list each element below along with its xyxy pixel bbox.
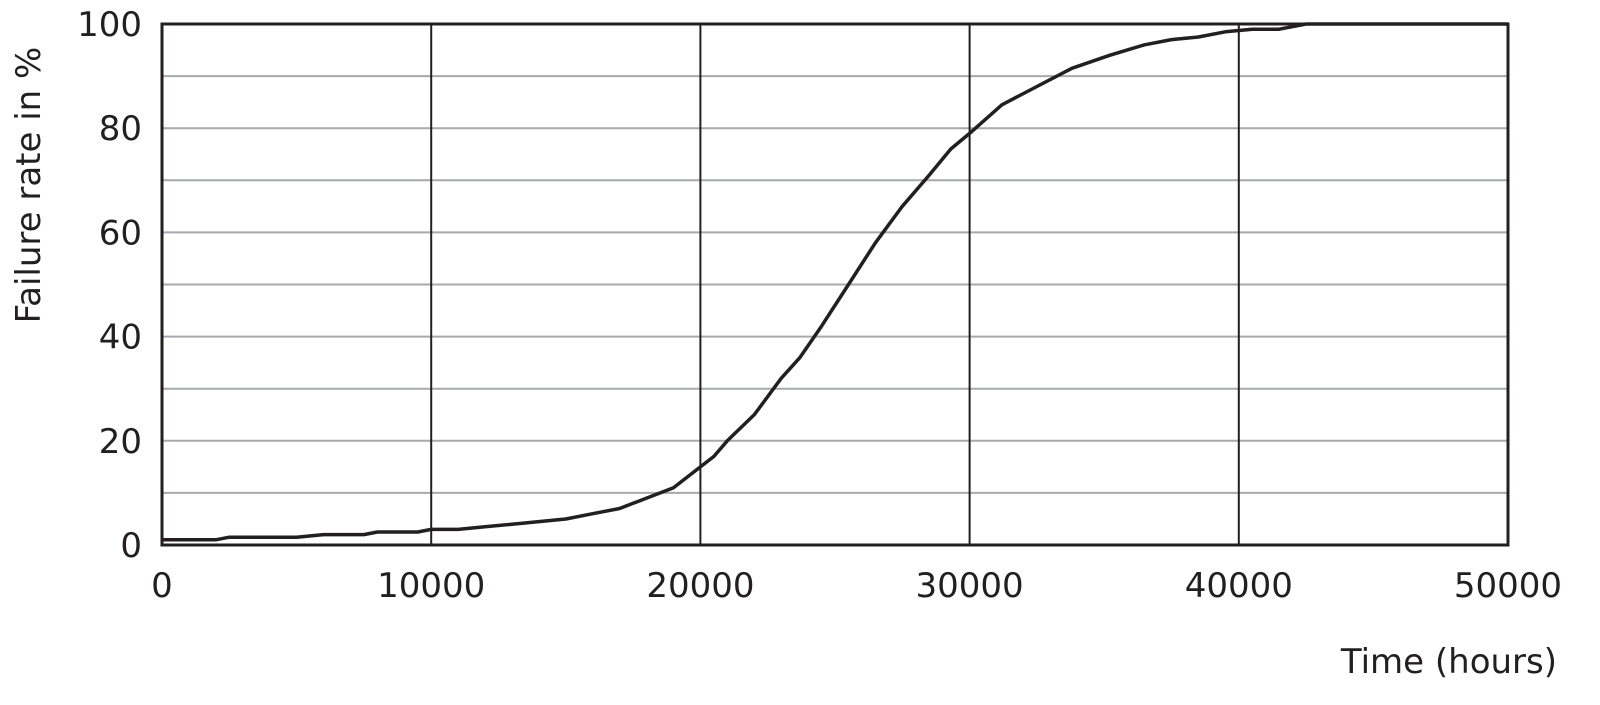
x-tick-labels: 0 10000 20000 30000 40000 50000 [151, 566, 1562, 606]
y-tick-labels: 0 20 40 60 80 100 [77, 5, 142, 566]
grid [161, 23, 1509, 546]
x-axis-label: Time (hours) [1340, 642, 1557, 682]
y-tick-label: 80 [99, 109, 142, 149]
x-tick-label: 30000 [916, 566, 1024, 606]
y-tick-label: 0 [120, 526, 142, 566]
y-tick-label: 100 [77, 5, 142, 45]
y-tick-label: 40 [99, 318, 142, 358]
y-axis-label: Failure rate in % [9, 47, 49, 324]
x-tick-label: 20000 [646, 566, 754, 606]
x-tick-label: 10000 [377, 566, 485, 606]
series-line [162, 22, 1508, 542]
x-tick-label: 40000 [1185, 566, 1293, 606]
x-tick-label: 50000 [1454, 566, 1562, 606]
y-tick-label: 20 [99, 422, 142, 462]
x-tick-label: 0 [151, 566, 173, 606]
plot-frame [160, 22, 1510, 547]
y-tick-label: 60 [99, 213, 142, 253]
